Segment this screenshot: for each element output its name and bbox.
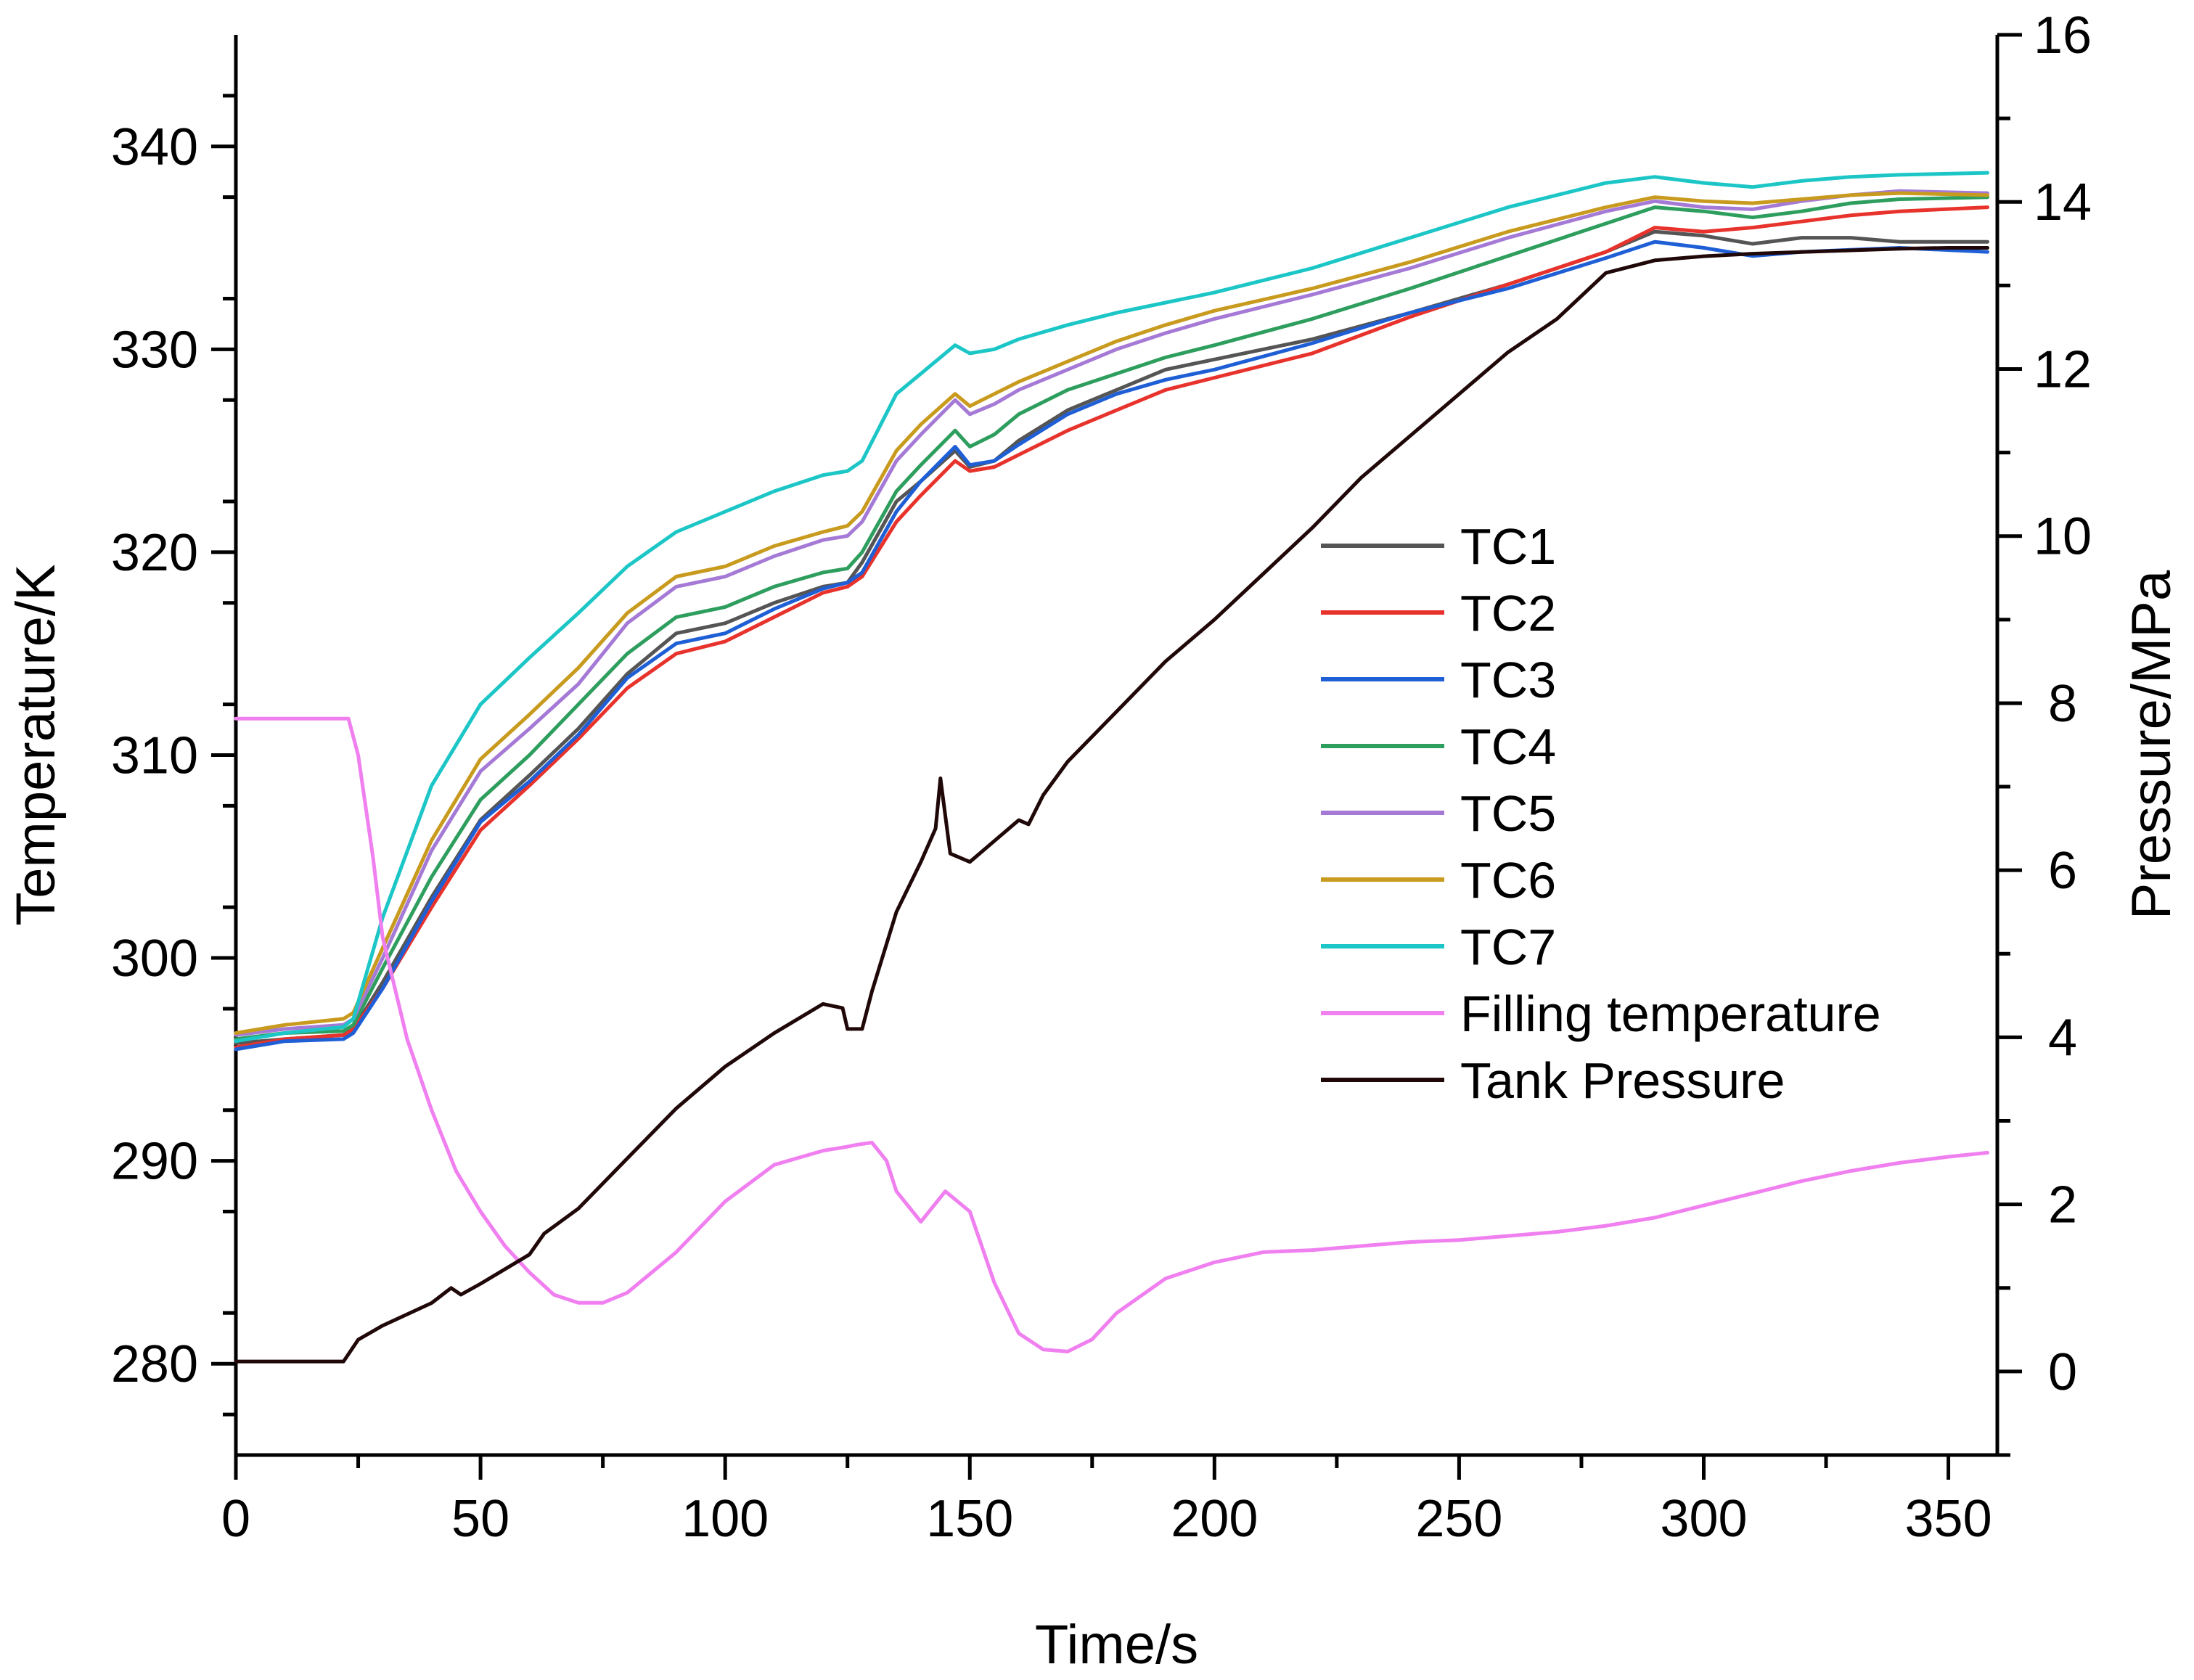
series-line-tc3 bbox=[234, 239, 1989, 1052]
y-right-tick-label: 12 bbox=[2034, 340, 2092, 398]
legend-label-tc3: TC3 bbox=[1460, 652, 1556, 708]
y-axis-right: 0 2 4 6 8 10 12 14 16 bbox=[1997, 7, 2092, 1457]
y-right-tick-label: 6 bbox=[2048, 842, 2077, 900]
legend-label-tc4: TC4 bbox=[1460, 718, 1556, 775]
legend-label-tc6: TC6 bbox=[1460, 852, 1556, 909]
y-left-tick-label: 320 bbox=[111, 524, 198, 582]
legend-label-tc1: TC1 bbox=[1460, 518, 1556, 575]
axis-titles: Time/s Temperature/K Pressure/MPa bbox=[5, 564, 2182, 1676]
x-tick-label: 300 bbox=[1660, 1490, 1747, 1548]
x-tick-label: 250 bbox=[1415, 1490, 1502, 1548]
y-left-tick-label: 310 bbox=[111, 726, 198, 784]
series-line-filling-temperature bbox=[234, 716, 1989, 1353]
y-right-tick-label: 10 bbox=[2034, 508, 2092, 566]
series-line-tc4 bbox=[234, 195, 1989, 1041]
x-tick-label: 150 bbox=[926, 1490, 1013, 1548]
x-axis: 0 50 100 150 200 250 300 350 bbox=[221, 1455, 1992, 1548]
y-right-tick-label: 4 bbox=[2048, 1009, 2077, 1067]
series-line-tc7 bbox=[234, 171, 1989, 1044]
y-right-tick-label: 14 bbox=[2034, 173, 2092, 231]
series-line-tc5 bbox=[234, 189, 1989, 1037]
series-layer bbox=[234, 171, 1989, 1364]
legend-label-tc7: TC7 bbox=[1460, 919, 1556, 975]
legend-label-tank-pressure: Tank Pressure bbox=[1460, 1052, 1785, 1109]
y-left-tick-label: 300 bbox=[111, 930, 198, 988]
x-tick-label: 100 bbox=[681, 1490, 769, 1548]
y-left-tick-label: 330 bbox=[111, 321, 198, 379]
legend-label-filling-temperature: Filling temperature bbox=[1460, 986, 1881, 1042]
series-line-tc1 bbox=[234, 229, 1989, 1045]
x-tick-label: 0 bbox=[221, 1490, 250, 1548]
y-left-axis-title: Temperature/K bbox=[5, 564, 67, 925]
series-line-tc6 bbox=[234, 191, 1989, 1035]
y-right-tick-label: 16 bbox=[2034, 7, 2092, 65]
series-line-tank-pressure bbox=[234, 246, 1989, 1364]
x-tick-label: 350 bbox=[1905, 1490, 1992, 1548]
x-tick-label: 200 bbox=[1171, 1490, 1258, 1548]
y-right-tick-label: 0 bbox=[2048, 1343, 2077, 1401]
y-left-tick-label: 280 bbox=[111, 1335, 198, 1393]
y-right-tick-label: 2 bbox=[2048, 1176, 2077, 1234]
legend: TC1 TC2 TC3 TC4 TC5 TC6 TC7 Filling temperature… bbox=[1321, 518, 1881, 1109]
x-tick-label: 50 bbox=[451, 1490, 509, 1548]
y-axis-left: 280 290 300 310 320 330 340 bbox=[111, 94, 236, 1417]
legend-label-tc5: TC5 bbox=[1460, 785, 1556, 842]
y-right-tick-label: 8 bbox=[2048, 675, 2077, 733]
y-right-axis-title: Pressure/MPa bbox=[2121, 570, 2182, 919]
y-left-tick-label: 290 bbox=[111, 1133, 198, 1191]
legend-label-tc2: TC2 bbox=[1460, 585, 1556, 642]
x-axis-title: Time/s bbox=[1035, 1614, 1198, 1676]
series-line-tc2 bbox=[234, 205, 1989, 1049]
y-left-tick-label: 340 bbox=[111, 118, 198, 176]
